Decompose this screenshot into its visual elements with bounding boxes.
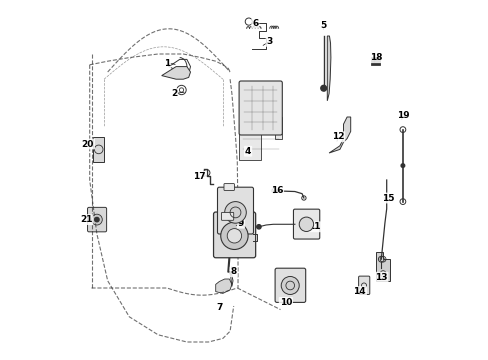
Circle shape <box>256 225 261 229</box>
Text: 11: 11 <box>308 222 320 231</box>
Text: 12: 12 <box>331 132 344 141</box>
Circle shape <box>227 229 241 243</box>
Polygon shape <box>328 117 350 153</box>
Text: 10: 10 <box>279 298 291 307</box>
FancyBboxPatch shape <box>221 212 233 220</box>
Text: 14: 14 <box>353 287 365 296</box>
Circle shape <box>95 217 99 222</box>
Text: 15: 15 <box>382 194 394 202</box>
Text: 9: 9 <box>237 219 244 228</box>
Polygon shape <box>93 137 104 162</box>
Circle shape <box>400 164 404 167</box>
Text: 4: 4 <box>244 147 251 156</box>
Polygon shape <box>326 36 330 101</box>
Polygon shape <box>239 117 282 160</box>
FancyBboxPatch shape <box>224 184 234 190</box>
Circle shape <box>91 214 102 225</box>
Text: 21: 21 <box>80 215 92 224</box>
Text: 5: 5 <box>320 21 326 30</box>
FancyBboxPatch shape <box>87 207 106 232</box>
Polygon shape <box>375 252 389 281</box>
Circle shape <box>224 202 246 223</box>
FancyBboxPatch shape <box>275 268 305 302</box>
Text: 13: 13 <box>374 273 387 282</box>
Circle shape <box>320 85 326 91</box>
Polygon shape <box>215 279 231 293</box>
Circle shape <box>220 222 247 249</box>
Text: 8: 8 <box>230 267 236 276</box>
FancyBboxPatch shape <box>213 212 255 258</box>
Circle shape <box>299 217 313 231</box>
Text: 18: 18 <box>369 53 381 62</box>
FancyBboxPatch shape <box>217 187 253 234</box>
Text: 16: 16 <box>270 186 283 195</box>
Polygon shape <box>162 67 190 79</box>
FancyBboxPatch shape <box>358 276 369 294</box>
FancyBboxPatch shape <box>239 81 282 135</box>
Text: 19: 19 <box>396 111 408 120</box>
Text: 17: 17 <box>193 172 205 181</box>
FancyBboxPatch shape <box>293 209 319 239</box>
Text: 20: 20 <box>81 140 94 149</box>
Text: 2: 2 <box>171 89 177 98</box>
Text: 7: 7 <box>216 303 222 312</box>
Circle shape <box>281 276 299 294</box>
Text: 3: 3 <box>266 37 272 46</box>
Text: 1: 1 <box>163 59 170 68</box>
Text: 6: 6 <box>252 19 258 28</box>
